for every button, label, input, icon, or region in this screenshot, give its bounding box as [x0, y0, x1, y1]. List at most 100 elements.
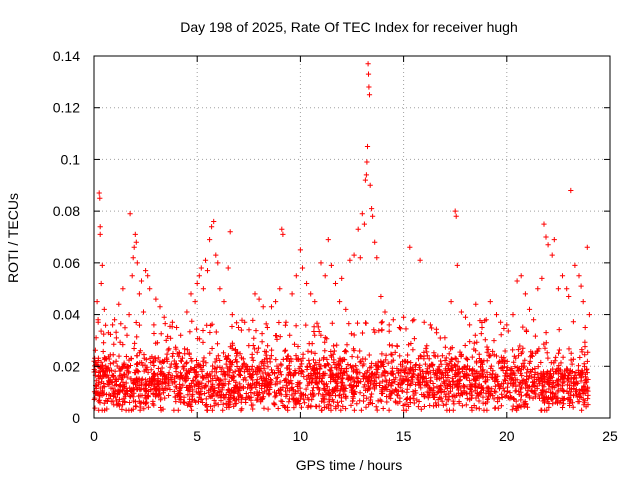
- baseline-point: [112, 368, 118, 374]
- baseline-point: [241, 369, 247, 375]
- baseline-point: [111, 402, 117, 408]
- baseline-point: [232, 368, 238, 374]
- baseline-point: [258, 396, 264, 403]
- baseline-point: [446, 351, 452, 357]
- baseline-point: [409, 379, 415, 385]
- baseline-point: [219, 365, 225, 371]
- baseline-point: [247, 371, 253, 377]
- baseline-point: [453, 368, 459, 374]
- baseline-point: [450, 407, 456, 413]
- data-point: [94, 299, 100, 305]
- baseline-point: [389, 381, 395, 387]
- baseline-point: [373, 404, 379, 410]
- baseline-point: [491, 396, 497, 402]
- baseline-point: [369, 391, 375, 397]
- baseline-point: [370, 382, 376, 388]
- baseline-point: [343, 365, 349, 371]
- data-point: [97, 195, 103, 201]
- baseline-point: [295, 397, 301, 403]
- baseline-point: [505, 388, 511, 394]
- baseline-point: [286, 399, 292, 405]
- baseline-point: [394, 343, 400, 349]
- baseline-point: [268, 367, 275, 373]
- baseline-point: [303, 322, 309, 328]
- baseline-point: [558, 386, 564, 392]
- baseline-point: [392, 386, 399, 392]
- baseline-point: [504, 358, 510, 364]
- baseline-point: [124, 387, 130, 394]
- baseline-point: [314, 404, 320, 410]
- baseline-point: [464, 363, 471, 369]
- baseline-point: [344, 342, 350, 348]
- baseline-point: [576, 399, 582, 405]
- data-point: [545, 242, 551, 248]
- baseline-point: [463, 390, 469, 396]
- baseline-point: [112, 388, 118, 394]
- baseline-point: [582, 380, 588, 386]
- baseline-point: [261, 405, 267, 411]
- baseline-point: [259, 339, 265, 345]
- data-point: [473, 301, 479, 307]
- baseline-point: [472, 384, 478, 390]
- data-point: [564, 286, 570, 292]
- baseline-point: [484, 349, 490, 355]
- baseline-point: [339, 376, 345, 382]
- baseline-point: [265, 343, 271, 349]
- baseline-point: [254, 389, 260, 395]
- baseline-point: [128, 356, 134, 362]
- baseline-point: [422, 378, 428, 384]
- baseline-point: [507, 394, 514, 400]
- baseline-point: [340, 403, 346, 409]
- baseline-point: [454, 384, 460, 390]
- baseline-point: [493, 353, 500, 359]
- baseline-point: [561, 401, 567, 407]
- baseline-point: [313, 374, 319, 380]
- data-point: [200, 286, 206, 292]
- baseline-point: [259, 386, 265, 392]
- baseline-point: [204, 322, 210, 328]
- baseline-point: [358, 407, 364, 413]
- baseline-point: [152, 381, 158, 387]
- baseline-point: [236, 371, 243, 377]
- baseline-point: [426, 356, 432, 362]
- baseline-point: [236, 372, 242, 378]
- baseline-point: [245, 381, 251, 387]
- baseline-point: [221, 394, 227, 400]
- baseline-point: [426, 364, 432, 370]
- baseline-point: [302, 400, 308, 406]
- baseline-point: [229, 340, 235, 346]
- baseline-point: [274, 336, 280, 342]
- baseline-point: [254, 377, 260, 383]
- baseline-point: [509, 376, 515, 382]
- baseline-point: [117, 339, 123, 345]
- baseline-point: [305, 348, 311, 354]
- baseline-point: [265, 364, 271, 370]
- baseline-point: [523, 379, 529, 385]
- baseline-point: [437, 335, 443, 341]
- baseline-point: [182, 346, 188, 352]
- baseline-point: [162, 321, 168, 327]
- baseline-point: [205, 379, 211, 385]
- baseline-point: [541, 374, 547, 380]
- baseline-point: [174, 373, 180, 380]
- baseline-point: [509, 407, 515, 413]
- baseline-point: [499, 381, 505, 387]
- baseline-point: [101, 384, 107, 390]
- baseline-point: [512, 364, 518, 370]
- baseline-point: [250, 406, 256, 412]
- baseline-point: [524, 370, 530, 376]
- baseline-point: [175, 407, 181, 413]
- baseline-point: [301, 391, 307, 398]
- data-point: [116, 301, 122, 307]
- baseline-point: [379, 327, 385, 333]
- baseline-point: [530, 379, 536, 385]
- baseline-point: [501, 325, 507, 332]
- data-point: [105, 330, 111, 336]
- x-tick-label: 10: [293, 428, 309, 444]
- baseline-point: [127, 385, 133, 391]
- baseline-point: [211, 403, 217, 409]
- baseline-point: [266, 372, 272, 378]
- baseline-point: [550, 401, 556, 407]
- data-point: [549, 252, 555, 258]
- baseline-point: [276, 370, 282, 376]
